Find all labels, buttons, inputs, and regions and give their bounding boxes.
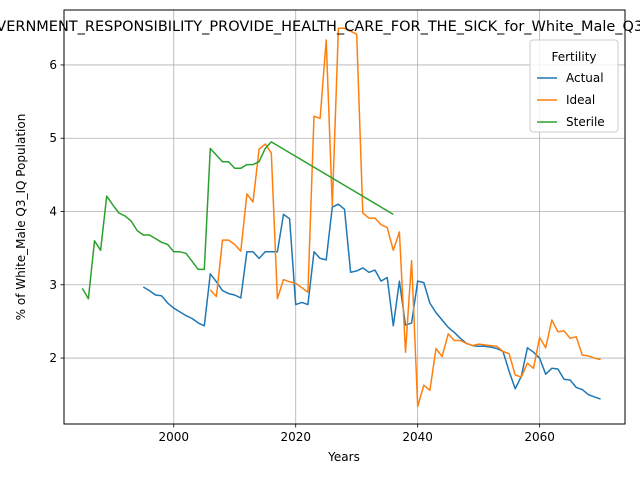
x-tick-label: 2060 bbox=[524, 430, 555, 444]
legend-title: Fertility bbox=[551, 50, 596, 64]
chart-title: GOVERNMENT_RESPONSIBILITY_PROVIDE_HEALTH… bbox=[0, 19, 640, 35]
series-lines bbox=[81, 27, 601, 408]
y-tick-label: 5 bbox=[49, 131, 57, 145]
series-line-ideal bbox=[209, 27, 601, 408]
x-axis-label: Years bbox=[327, 450, 360, 464]
legend: Fertility Actual Ideal Sterile bbox=[529, 39, 619, 133]
x-tick-label: 2040 bbox=[402, 430, 433, 444]
y-tick-label: 3 bbox=[49, 278, 57, 292]
legend-label-ideal: Ideal bbox=[566, 93, 595, 107]
x-tick-label: 2020 bbox=[280, 430, 311, 444]
legend-box bbox=[529, 39, 619, 133]
x-tick-label: 2000 bbox=[158, 430, 189, 444]
y-tick-label: 4 bbox=[49, 205, 57, 219]
axis-ticks: 2000 2020 2040 2060 2 3 4 5 6 bbox=[49, 58, 555, 444]
series-line-sterile bbox=[81, 141, 394, 300]
plot-frame bbox=[63, 9, 626, 425]
series-line-actual bbox=[142, 203, 601, 400]
y-tick-label: 6 bbox=[49, 58, 57, 72]
legend-label-sterile: Sterile bbox=[566, 115, 605, 129]
legend-label-actual: Actual bbox=[566, 71, 604, 85]
y-axis-label: % of White_Male Q3_IQ Population bbox=[14, 114, 28, 321]
y-tick-label: 2 bbox=[49, 351, 57, 365]
